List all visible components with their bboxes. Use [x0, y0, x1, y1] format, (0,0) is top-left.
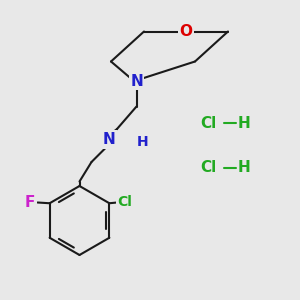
Text: N: N — [103, 132, 116, 147]
Text: H: H — [238, 160, 251, 175]
Text: O: O — [179, 24, 193, 39]
Text: F: F — [25, 195, 35, 210]
Text: H: H — [238, 116, 251, 130]
Text: H: H — [137, 136, 148, 149]
Text: Cl: Cl — [200, 116, 217, 130]
Text: N: N — [130, 74, 143, 88]
Text: Cl: Cl — [117, 196, 132, 209]
Text: Cl: Cl — [200, 160, 217, 175]
